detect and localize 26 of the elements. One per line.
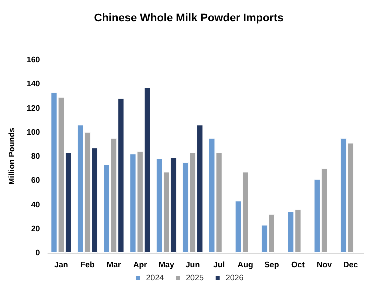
y-axis-title: Million Pounds [8, 128, 16, 185]
x-tick-label: Jul [214, 260, 226, 270]
x-tick-label: Oct [292, 260, 306, 270]
legend-label: 2025 [186, 274, 204, 282]
y-tick-label: 20 [31, 224, 41, 234]
y-tick-label: 120 [26, 104, 41, 113]
x-tick-label: Sep [264, 260, 280, 270]
x-tick-label: Jun [186, 260, 200, 270]
y-tick-label: 140 [26, 80, 41, 89]
chart-title: Chinese Whole Milk Powder Imports [94, 12, 284, 24]
x-tick-label: Mar [106, 260, 122, 270]
x-tick-label: Apr [133, 260, 148, 270]
x-tick-label: Dec [344, 260, 359, 270]
x-tick-label: Nov [316, 260, 333, 270]
x-tick-label: Feb [80, 260, 95, 270]
y-tick-label: 80 [31, 152, 41, 161]
x-tick-label: Aug [238, 260, 254, 270]
x-tick-label: May [158, 260, 175, 270]
y-tick-label: 40 [31, 200, 41, 210]
y-tick-label: 100 [26, 128, 41, 137]
y-tick-label: 160 [26, 56, 41, 64]
legend-label: 2026 [226, 274, 244, 282]
x-tick-label: Jan [54, 260, 68, 270]
legend-label: 2024 [146, 274, 165, 282]
y-tick-label: 60 [31, 176, 41, 186]
y-tick-label: 0 [36, 248, 41, 258]
